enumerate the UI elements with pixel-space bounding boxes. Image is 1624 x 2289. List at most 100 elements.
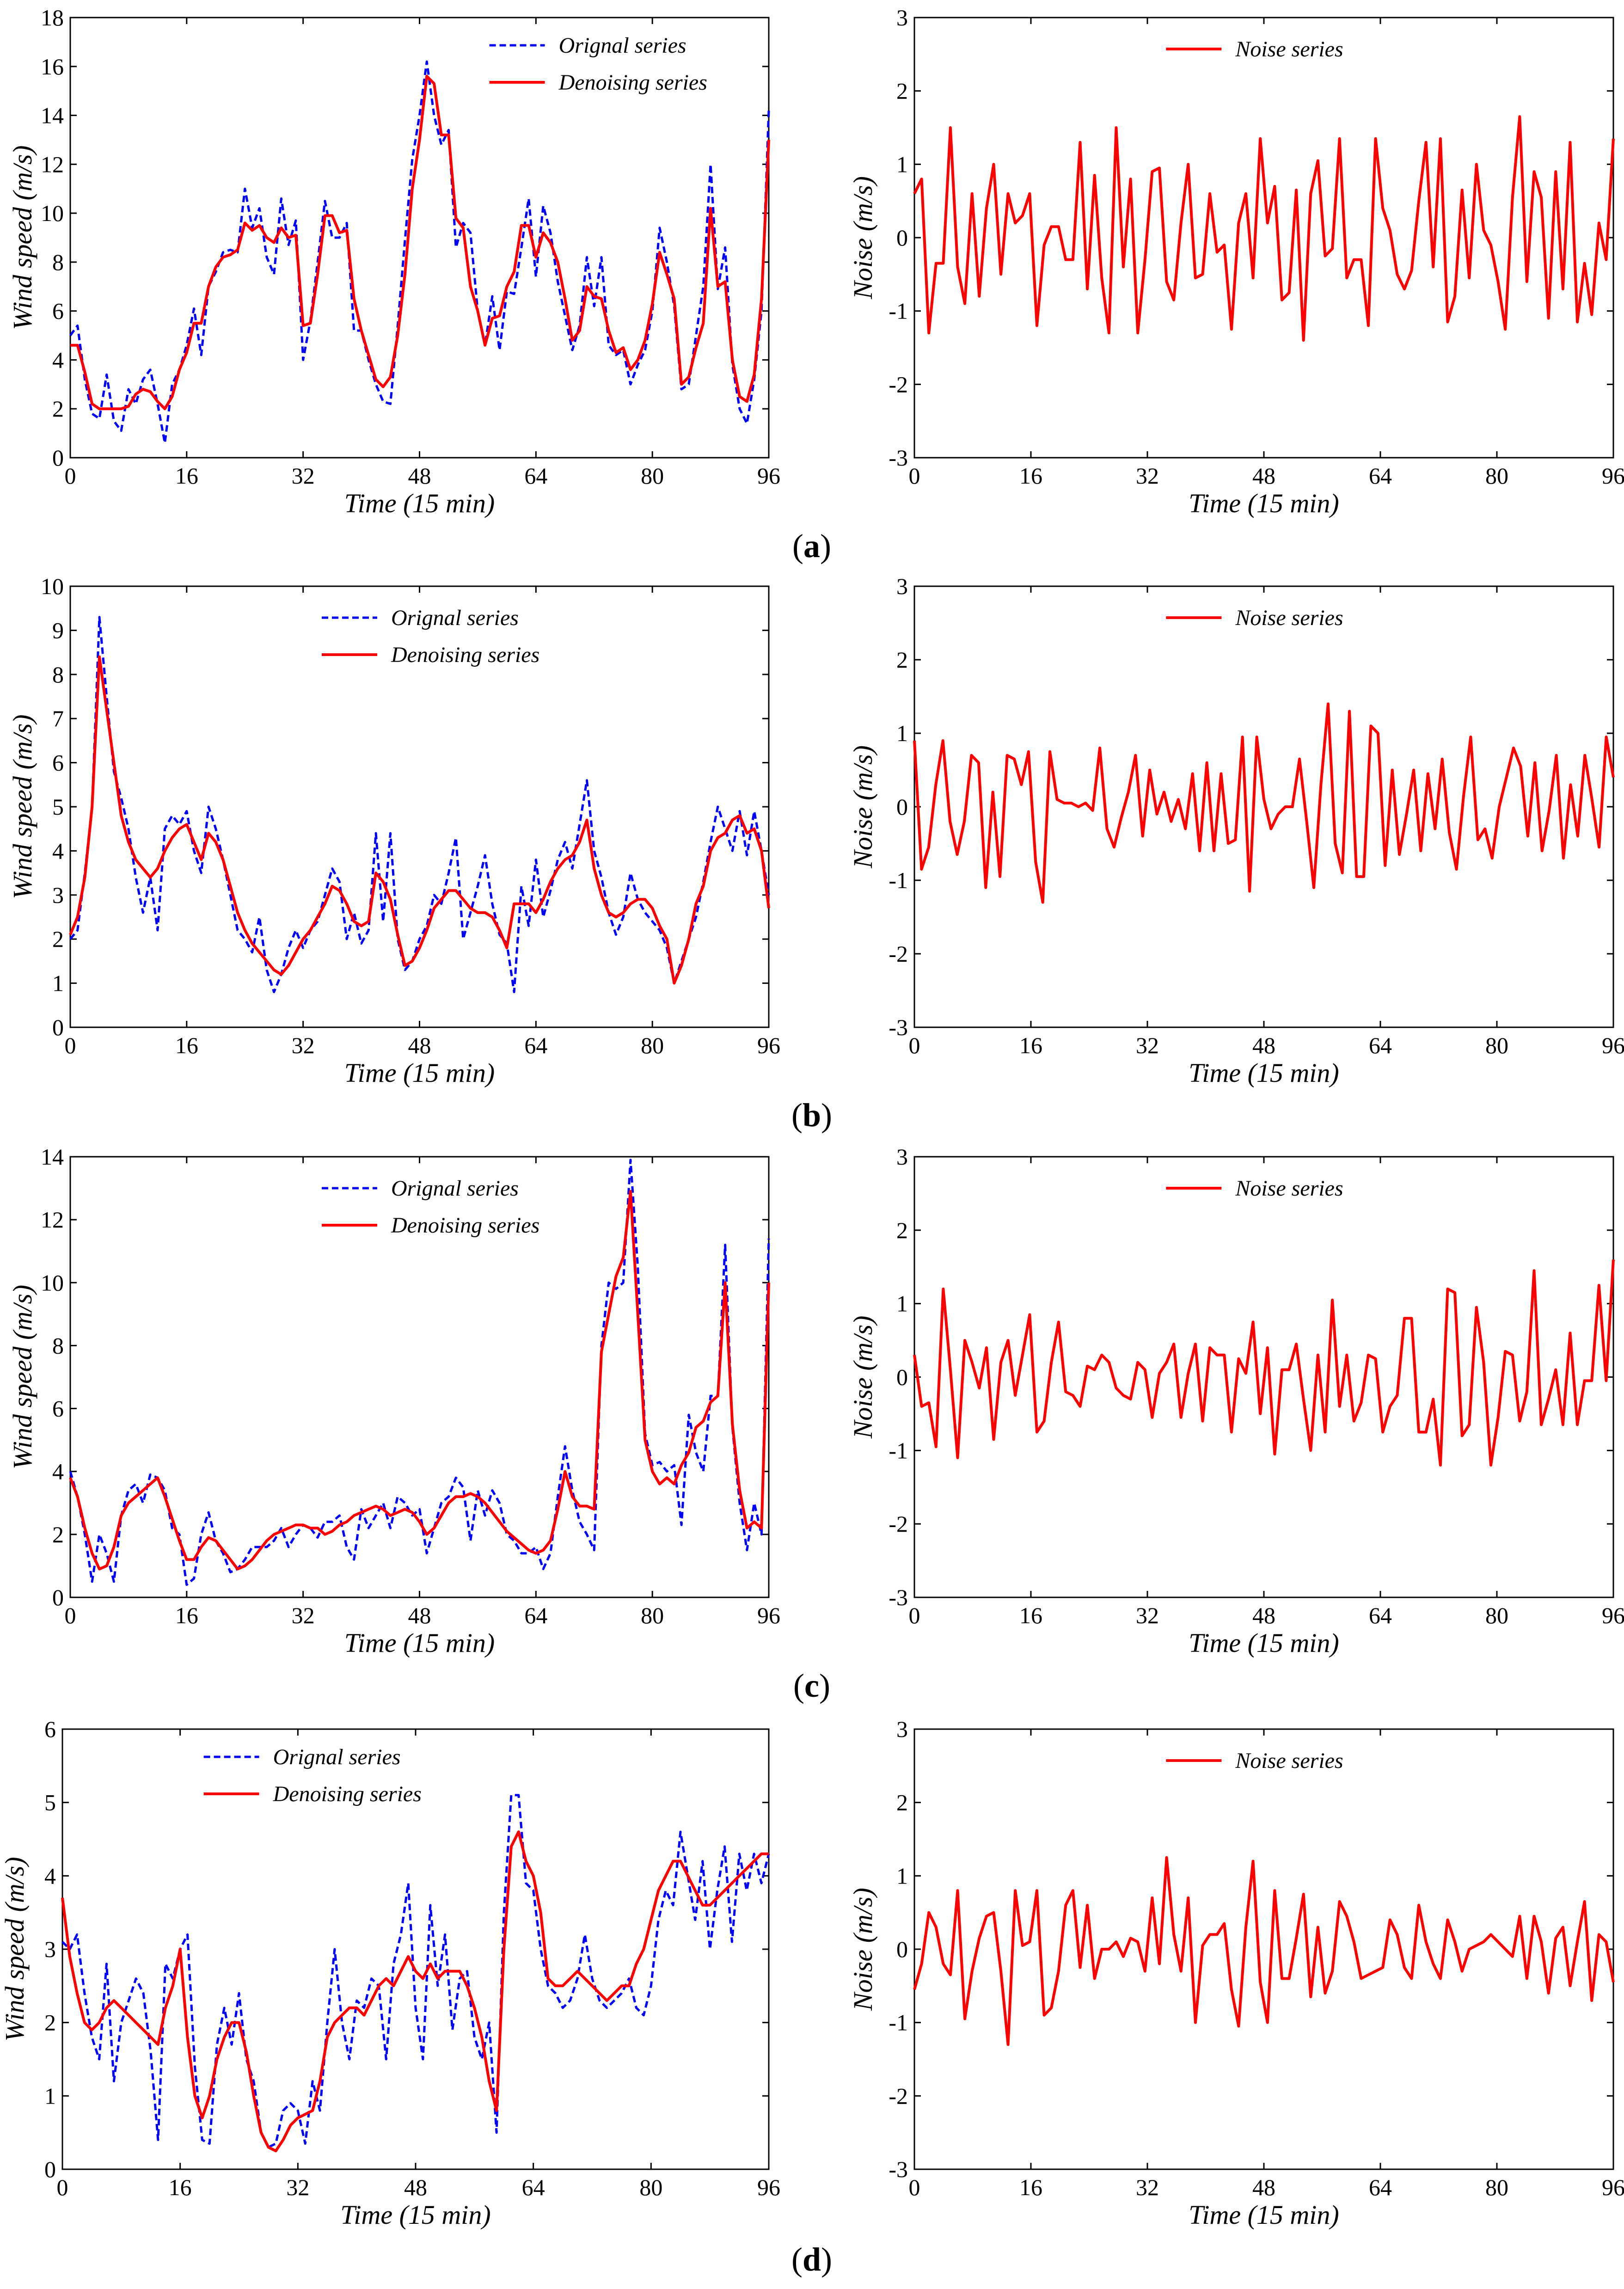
y-tick-label: 18	[41, 5, 64, 31]
y-axis-label: Wind speed (m/s)	[7, 714, 37, 899]
y-tick-label: 4	[52, 347, 64, 373]
y-tick-label: 0	[52, 1584, 64, 1610]
x-tick-label: 64	[524, 1602, 547, 1628]
x-tick-label: 80	[641, 1602, 664, 1628]
x-tick-label: 32	[1136, 2174, 1159, 2200]
y-tick-label: 2	[896, 647, 908, 673]
x-tick-label: 0	[65, 1032, 76, 1058]
y-tick-label: 10	[41, 200, 64, 226]
legend-label: Noise series	[1235, 1176, 1343, 1201]
y-tick-label: 0	[52, 445, 64, 471]
y-tick-label: 8	[52, 1332, 64, 1358]
series-line-noise-series	[913, 702, 1615, 904]
chart-b-wind: 0 1 2 3 4 5 6 7 8 9 10 0 16 32 48 64 80 96 Time (15 min) Wi…	[7, 573, 780, 1088]
y-tick-label: 6	[52, 1396, 64, 1422]
series-line-orignal-series	[69, 1159, 770, 1586]
y-tick-label: 3	[896, 1716, 908, 1742]
plot-frame	[913, 1728, 1614, 2170]
chart-c-noise: -3 -2 -1 0 1 2 3 0 16 32 48 64 80 96 Time (15 min) Nois…	[848, 1144, 1624, 1658]
series-line-denoising-series	[61, 1830, 769, 2153]
y-axis-label: Wind speed (m/s)	[0, 1857, 30, 2042]
x-tick-label: 64	[524, 1032, 547, 1058]
y-tick-label: 0	[896, 1936, 908, 1962]
y-tick-label: 16	[41, 54, 64, 80]
y-tick-label: 6	[52, 298, 64, 324]
x-tick-label: 80	[639, 2174, 662, 2200]
legend-label: Denoising series	[391, 643, 539, 667]
x-tick-label: 32	[292, 1602, 315, 1628]
y-tick-label: 10	[41, 573, 64, 599]
x-tick-label: 16	[1019, 2174, 1042, 2200]
y-tick-label: 12	[41, 1207, 64, 1233]
y-tick-label: -1	[889, 1437, 908, 1463]
legend-label: Noise series	[1235, 1749, 1343, 1773]
y-tick-label: 6	[52, 750, 64, 776]
y-tick-label: -3	[889, 1584, 908, 1610]
panel-label-a: (a)	[792, 528, 831, 565]
legend-label: Denoising series	[391, 1213, 539, 1238]
y-tick-label: 4	[52, 838, 64, 864]
y-tick-label: 2	[896, 1217, 908, 1243]
x-axis-label: Time (15 min)	[1189, 1058, 1339, 1088]
x-tick-label: 48	[408, 1602, 431, 1628]
series-line-denoising-series	[69, 655, 770, 985]
y-tick-label: 4	[52, 1459, 64, 1485]
x-tick-label: 0	[909, 1602, 920, 1628]
y-tick-label: 1	[896, 1291, 908, 1317]
y-tick-label: 3	[896, 1144, 908, 1170]
x-tick-label: 48	[1252, 2174, 1275, 2200]
x-axis-label: Time (15 min)	[340, 2200, 490, 2230]
x-tick-label: 16	[1019, 1602, 1042, 1628]
y-axis-label: Noise (m/s)	[848, 1316, 878, 1439]
y-tick-label: -2	[889, 371, 908, 397]
y-tick-label: 1	[52, 970, 64, 996]
y-tick-label: 14	[41, 103, 64, 129]
x-axis-label: Time (15 min)	[344, 1058, 495, 1088]
y-tick-label: -2	[889, 941, 908, 967]
chart-a-noise: -3 -2 -1 0 1 2 3 0 16 32 48 64 80 96 Time (15 min) Nois…	[848, 5, 1624, 518]
x-tick-label: 96	[757, 1602, 780, 1628]
x-tick-label: 16	[175, 1032, 198, 1058]
x-tick-label: 80	[641, 1032, 664, 1058]
x-tick-label: 0	[909, 1032, 920, 1058]
y-tick-label: 1	[44, 2083, 56, 2109]
x-tick-label: 64	[1369, 463, 1392, 489]
x-tick-label: 16	[1019, 1032, 1042, 1058]
y-tick-label: 8	[52, 249, 64, 275]
legend-label: Orignal series	[391, 1176, 519, 1201]
x-tick-label: 0	[909, 463, 920, 489]
plot-frame	[913, 17, 1614, 459]
y-tick-label: -3	[889, 445, 908, 471]
y-tick-label: 3	[896, 5, 908, 31]
y-axis-label: Wind speed (m/s)	[7, 145, 37, 330]
x-tick-label: 96	[1602, 2174, 1624, 2200]
y-tick-label: 2	[52, 926, 64, 952]
y-tick-label: 0	[896, 1364, 908, 1390]
y-tick-label: 5	[52, 794, 64, 820]
y-tick-label: 0	[52, 1014, 64, 1040]
series-line-denoising-series	[70, 74, 770, 411]
y-axis-label: Noise (m/s)	[848, 745, 878, 869]
y-tick-label: 5	[44, 1790, 56, 1816]
y-tick-label: 2	[52, 1522, 64, 1547]
x-tick-label: 32	[1136, 1032, 1159, 1058]
y-tick-label: 0	[896, 225, 908, 251]
x-tick-label: 96	[757, 2174, 780, 2200]
legend-label: Noise series	[1235, 606, 1343, 630]
y-tick-label: 10	[41, 1270, 64, 1295]
x-tick-label: 48	[408, 1032, 431, 1058]
y-tick-label: 1	[896, 1863, 908, 1889]
y-tick-label: 1	[896, 720, 908, 746]
y-tick-label: 9	[52, 617, 64, 643]
y-tick-label: 12	[41, 151, 64, 177]
x-tick-label: 96	[1602, 463, 1624, 489]
series-line-orignal-series	[69, 616, 770, 994]
x-tick-label: 48	[408, 463, 431, 489]
y-axis-label: Noise (m/s)	[848, 176, 878, 300]
x-tick-label: 96	[757, 1032, 780, 1058]
y-tick-label: 7	[52, 706, 64, 731]
x-tick-label: 0	[57, 2174, 68, 2200]
y-tick-label: 1	[896, 151, 908, 177]
y-tick-label: -1	[889, 298, 908, 324]
x-tick-label: 80	[641, 463, 664, 489]
